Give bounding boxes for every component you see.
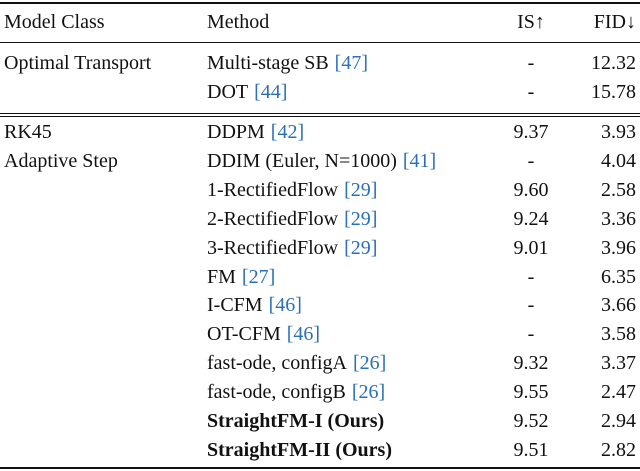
- method: DDPM: [207, 121, 265, 143]
- method: 1-RectifiedFlow: [207, 178, 339, 201]
- fid-value: 12.32: [591, 52, 636, 74]
- fid-value: 15.78: [591, 80, 636, 103]
- is-value: 9.52: [513, 410, 549, 432]
- citation: [46]: [268, 294, 302, 317]
- is-value: 9.32: [513, 352, 549, 375]
- group-rule: [0, 116, 640, 117]
- is-value: 9.24: [513, 207, 549, 230]
- is-value: -: [527, 265, 535, 288]
- citation: [44]: [254, 80, 288, 103]
- model-class: RK45: [4, 121, 52, 143]
- fid-value: 3.36: [601, 207, 636, 230]
- is-value: -: [527, 52, 535, 74]
- header-rule: [0, 42, 640, 43]
- method: 3-RectifiedFlow: [207, 236, 339, 259]
- fid-value: 2.47: [601, 381, 636, 404]
- method: DDIM (Euler, N=1000): [207, 149, 397, 172]
- fid-value: 2.58: [601, 178, 636, 201]
- is-value: 9.55: [513, 381, 549, 404]
- method: Multi-stage SB: [207, 52, 329, 74]
- is-value: 9.60: [513, 178, 549, 201]
- model-class: Optimal Transport: [4, 52, 152, 74]
- is-value: 9.01: [513, 236, 549, 259]
- fid-value: 3.58: [601, 323, 636, 346]
- citation: [29]: [344, 207, 378, 230]
- group-rule: [0, 113, 640, 114]
- citation: [26]: [351, 381, 386, 404]
- is-value: 9.37: [513, 121, 549, 143]
- is-value: -: [527, 323, 535, 346]
- fid-value: 6.35: [601, 265, 636, 288]
- is-value: -: [527, 294, 535, 317]
- citation: [42]: [270, 121, 305, 143]
- fid-value: 3.37: [601, 352, 636, 375]
- method: fast-ode, configB: [207, 381, 346, 404]
- citation: [29]: [344, 236, 378, 259]
- method: FM: [207, 265, 236, 288]
- header-cell: Model Class: [4, 11, 105, 33]
- citation: [47]: [334, 52, 368, 74]
- citation: [41]: [402, 149, 437, 172]
- method: 2-RectifiedFlow: [207, 207, 339, 230]
- is-value: 9.51: [513, 438, 549, 461]
- header-cell: FID↓: [593, 11, 636, 33]
- fid-value: 2.94: [601, 410, 636, 432]
- method: I-CFM: [207, 294, 263, 317]
- method: OT-CFM: [207, 323, 281, 346]
- header-cell: IS↑: [517, 11, 545, 33]
- citation: [27]: [241, 265, 276, 288]
- fid-value: 3.93: [601, 121, 636, 143]
- header-cell: Method: [207, 11, 270, 33]
- citation: [29]: [344, 178, 378, 201]
- is-value: -: [527, 149, 535, 172]
- model-class: Adaptive Step: [4, 149, 118, 172]
- fid-value: 4.04: [601, 149, 636, 172]
- method: StraightFM-I (Ours): [207, 410, 385, 432]
- method: fast-ode, configA: [207, 352, 347, 375]
- fid-value: 3.66: [601, 294, 636, 317]
- citation: [46]: [286, 323, 321, 346]
- fid-value: 2.82: [601, 438, 636, 461]
- method: DOT: [207, 80, 249, 103]
- method: StraightFM-II (Ours): [207, 438, 392, 461]
- top-rule: [0, 2, 640, 4]
- citation: [26]: [352, 352, 387, 375]
- is-value: -: [527, 80, 535, 103]
- bottom-rule: [0, 467, 640, 469]
- fid-value: 3.96: [601, 236, 636, 259]
